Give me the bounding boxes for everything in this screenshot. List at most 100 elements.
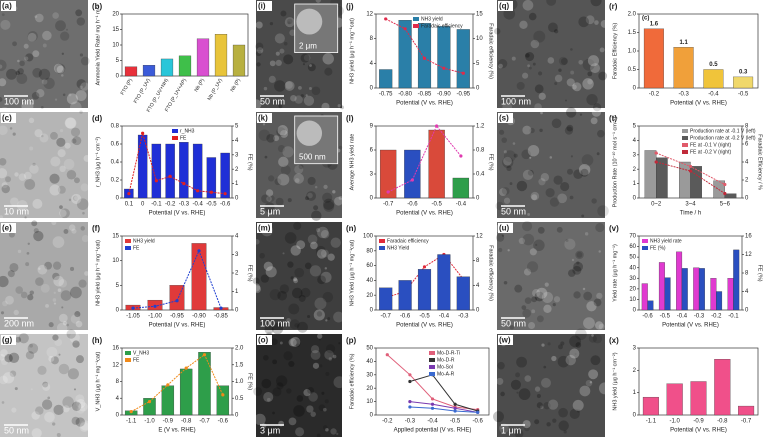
texture [566, 124, 574, 132]
texture [321, 391, 325, 395]
texture [40, 283, 50, 293]
texture [71, 193, 82, 204]
micrograph [256, 334, 342, 437]
texture [549, 156, 553, 159]
legend-swatch [682, 143, 688, 147]
texture [570, 70, 575, 75]
texture [598, 382, 611, 395]
bar [738, 405, 755, 416]
texture [539, 128, 543, 133]
texture [330, 428, 337, 435]
marker [223, 192, 227, 196]
texture [332, 354, 337, 359]
texture [565, 354, 576, 366]
texture [1, 184, 10, 194]
y-tick-label: 10 [112, 43, 119, 49]
y2-tick-label: 4 [235, 138, 239, 144]
texture [269, 289, 281, 301]
y2-tick-label: 6 [745, 142, 749, 148]
texture [0, 96, 3, 102]
panel-label: (g) [2, 336, 13, 345]
texture [310, 411, 316, 417]
y2-tick-label: 0 [476, 196, 480, 202]
x-tick-label: -0.2 [382, 419, 393, 425]
texture [30, 388, 33, 391]
x-axis-label: Potential (V vs. RHE) [670, 101, 727, 107]
texture [26, 251, 30, 255]
y2-tick-label: 0 [476, 86, 480, 92]
texture [309, 265, 322, 277]
texture [282, 252, 285, 255]
line [386, 354, 478, 411]
line [130, 353, 224, 413]
panel-label-box [257, 1, 272, 11]
x-tick-label: -0.3 [405, 419, 416, 425]
texture [293, 221, 302, 230]
texture [587, 55, 600, 67]
texture [76, 79, 87, 89]
bar [379, 287, 393, 311]
texture [524, 425, 530, 432]
texture [333, 376, 346, 389]
x-tick-label: -0.95 [456, 92, 470, 98]
texture [61, 52, 65, 55]
texture [310, 345, 320, 354]
texture [25, 262, 30, 267]
texture [549, 197, 560, 207]
bar [206, 157, 217, 199]
texture [584, 232, 589, 236]
x-tick-label: -0.4 [456, 202, 467, 208]
texture [74, 196, 79, 201]
line [128, 133, 226, 195]
texture [260, 274, 270, 283]
texture [528, 12, 537, 21]
x-tick-label: -0.3 [678, 92, 689, 98]
texture [70, 286, 82, 299]
y-tick-label: 0 [370, 86, 374, 92]
texture [551, 355, 557, 362]
panel-label: (m) [258, 224, 271, 233]
y-tick-label: 2 [633, 167, 637, 173]
texture [286, 18, 293, 25]
texture [572, 82, 582, 92]
texture [259, 252, 265, 259]
texture [529, 127, 535, 134]
x-tick-label: -0.6 [218, 419, 229, 425]
texture [303, 389, 311, 397]
panel-label: (k) [258, 114, 268, 123]
texture [293, 173, 304, 184]
marker [453, 402, 457, 406]
micrograph [497, 222, 605, 330]
texture [560, 181, 570, 192]
marker [408, 405, 412, 409]
texture [277, 144, 286, 153]
texture [44, 261, 53, 270]
texture [41, 399, 53, 410]
texture [68, 224, 76, 231]
texture [60, 31, 70, 41]
texture [268, 75, 276, 83]
line [409, 406, 478, 413]
y-tick-label: 0 [633, 86, 637, 92]
texture [600, 20, 609, 28]
y2-axis-label: FE (%) [247, 373, 253, 390]
y-tick-label: 0.5 [628, 67, 637, 73]
legend-swatch [172, 129, 178, 133]
x-tick-label: -1.0 [670, 419, 681, 425]
texture [522, 72, 529, 79]
texture [575, 342, 582, 348]
texture [322, 425, 328, 430]
texture [282, 146, 294, 158]
y2-tick-label: 8 [745, 271, 749, 277]
texture [255, 50, 262, 57]
texture [579, 113, 583, 116]
data-label: 1.1 [679, 40, 688, 46]
texture [318, 404, 326, 412]
texture [33, 228, 39, 234]
texture [553, 175, 563, 185]
texture [0, 353, 6, 361]
y-tick-label: 50 [366, 346, 373, 352]
texture [303, 54, 311, 62]
texture [286, 388, 292, 394]
texture [283, 54, 294, 65]
